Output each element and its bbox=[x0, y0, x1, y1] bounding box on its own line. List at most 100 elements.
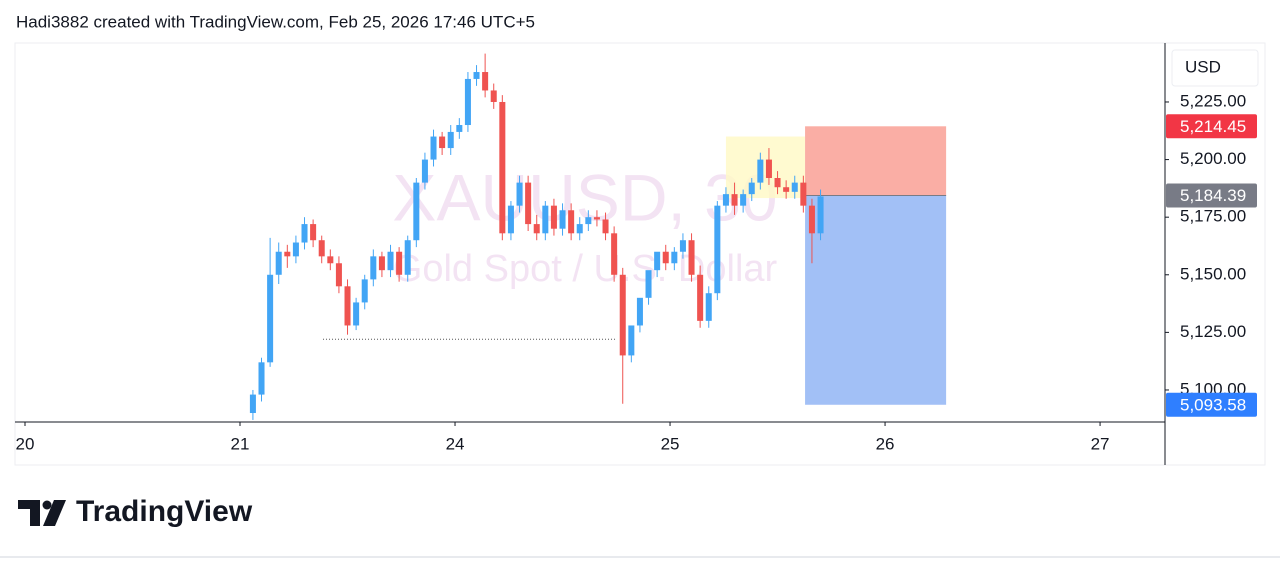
candle-body bbox=[645, 270, 652, 298]
watermark-description: Gold Spot / U.S. Dollar bbox=[393, 248, 778, 290]
candle-body bbox=[671, 251, 678, 264]
price-tag bbox=[1166, 392, 1257, 417]
logo-icon bbox=[43, 500, 66, 526]
watermark-symbol: XAUUSD, 30 bbox=[392, 160, 777, 234]
candle-body bbox=[740, 194, 747, 206]
candle-body bbox=[688, 240, 695, 275]
candle-body bbox=[533, 224, 540, 234]
candle-body bbox=[757, 159, 764, 183]
logo-icon bbox=[18, 500, 40, 526]
x-tick-label: 27 bbox=[1091, 434, 1110, 453]
candle-body bbox=[473, 72, 480, 79]
logo-text: TradingView bbox=[76, 495, 253, 528]
candle-body bbox=[335, 263, 342, 287]
candle-body bbox=[482, 72, 489, 91]
y-tick-label: 5,150.00 bbox=[1180, 264, 1246, 283]
candle-body bbox=[430, 136, 437, 160]
price-tag-label: 5,214.45 bbox=[1180, 117, 1246, 136]
candle-body bbox=[808, 205, 815, 234]
candle-body bbox=[654, 251, 661, 271]
candle-body bbox=[611, 233, 618, 275]
candle-body bbox=[404, 240, 411, 275]
candle-body bbox=[662, 251, 669, 264]
candle-body bbox=[525, 182, 532, 225]
candle-body bbox=[507, 205, 514, 234]
currency: USD bbox=[1185, 57, 1221, 76]
candle-body bbox=[731, 194, 738, 206]
y-tick-label: 5,175.00 bbox=[1180, 207, 1246, 226]
candle-body bbox=[378, 256, 385, 271]
y-tick-label: 5,125.00 bbox=[1180, 322, 1246, 341]
candle-body bbox=[284, 251, 291, 257]
candle-body bbox=[791, 182, 798, 192]
candle-body bbox=[628, 325, 635, 356]
candle-body bbox=[542, 205, 549, 234]
candle-body bbox=[619, 274, 626, 356]
candle-body bbox=[490, 90, 497, 102]
candle-body bbox=[636, 297, 643, 326]
candle-body bbox=[800, 182, 807, 206]
candle-body bbox=[267, 274, 274, 363]
candle-body bbox=[318, 240, 325, 257]
logo: TradingView bbox=[18, 495, 253, 528]
candle-body bbox=[593, 217, 600, 220]
candle-body bbox=[344, 286, 351, 326]
candle-body bbox=[387, 251, 394, 271]
x-tick-label: 20 bbox=[16, 434, 35, 453]
candle-body bbox=[327, 256, 334, 264]
candle-body bbox=[714, 205, 721, 294]
candle-body bbox=[765, 159, 772, 179]
candle-body bbox=[310, 224, 317, 241]
candle-body bbox=[464, 78, 471, 126]
candle-body bbox=[550, 205, 557, 229]
x-tick-label: 21 bbox=[231, 434, 250, 453]
candle-body bbox=[585, 217, 592, 225]
candle-body bbox=[568, 210, 575, 234]
candle-body bbox=[361, 279, 368, 303]
x-tick-label: 26 bbox=[876, 434, 895, 453]
y-tick-label: 5,200.00 bbox=[1180, 149, 1246, 168]
candle-body bbox=[705, 293, 712, 321]
y-tick-label: 5,225.00 bbox=[1180, 91, 1246, 110]
price-tag-label: 5,093.58 bbox=[1180, 395, 1246, 414]
candle-body bbox=[679, 240, 686, 252]
candle-body bbox=[774, 178, 781, 188]
target-zone bbox=[805, 126, 947, 196]
frame bbox=[14, 42, 1266, 466]
candle-body bbox=[353, 302, 360, 326]
candle-body bbox=[413, 182, 420, 241]
currency-button[interactable] bbox=[1171, 49, 1259, 87]
candle-body bbox=[275, 251, 282, 275]
candle-body bbox=[559, 210, 566, 229]
candle-body bbox=[722, 194, 729, 206]
watermark: XAUUSD, 30 Gold Spot / U.S. Dollar bbox=[392, 160, 777, 290]
candle-body bbox=[292, 242, 299, 257]
candle-body bbox=[258, 362, 265, 395]
price-tag bbox=[1166, 114, 1257, 139]
candle-body bbox=[396, 251, 403, 275]
candle-body bbox=[439, 136, 446, 149]
price-tag-label: 5,184.39 bbox=[1180, 186, 1246, 205]
x-tick-label: 24 bbox=[446, 434, 465, 453]
candle-body bbox=[817, 196, 824, 234]
candle-body bbox=[576, 224, 583, 234]
candle-body bbox=[456, 125, 463, 132]
x-tick-label: 25 bbox=[661, 434, 680, 453]
candle-body bbox=[748, 182, 755, 195]
candle-body bbox=[249, 394, 256, 414]
logo-icon bbox=[42, 500, 52, 510]
candle-body bbox=[697, 274, 704, 321]
candle-body bbox=[370, 256, 377, 280]
candle-body bbox=[602, 219, 609, 234]
header: Hadi3882 created with TradingView.com, F… bbox=[16, 12, 535, 31]
candle-body bbox=[516, 182, 523, 206]
candle-body bbox=[421, 159, 428, 183]
candle-body bbox=[499, 101, 506, 234]
stop-zone bbox=[805, 195, 947, 405]
candle-body bbox=[783, 187, 790, 192]
candle-body bbox=[447, 131, 454, 149]
price-tag bbox=[1166, 183, 1257, 208]
candle-body bbox=[301, 224, 308, 243]
